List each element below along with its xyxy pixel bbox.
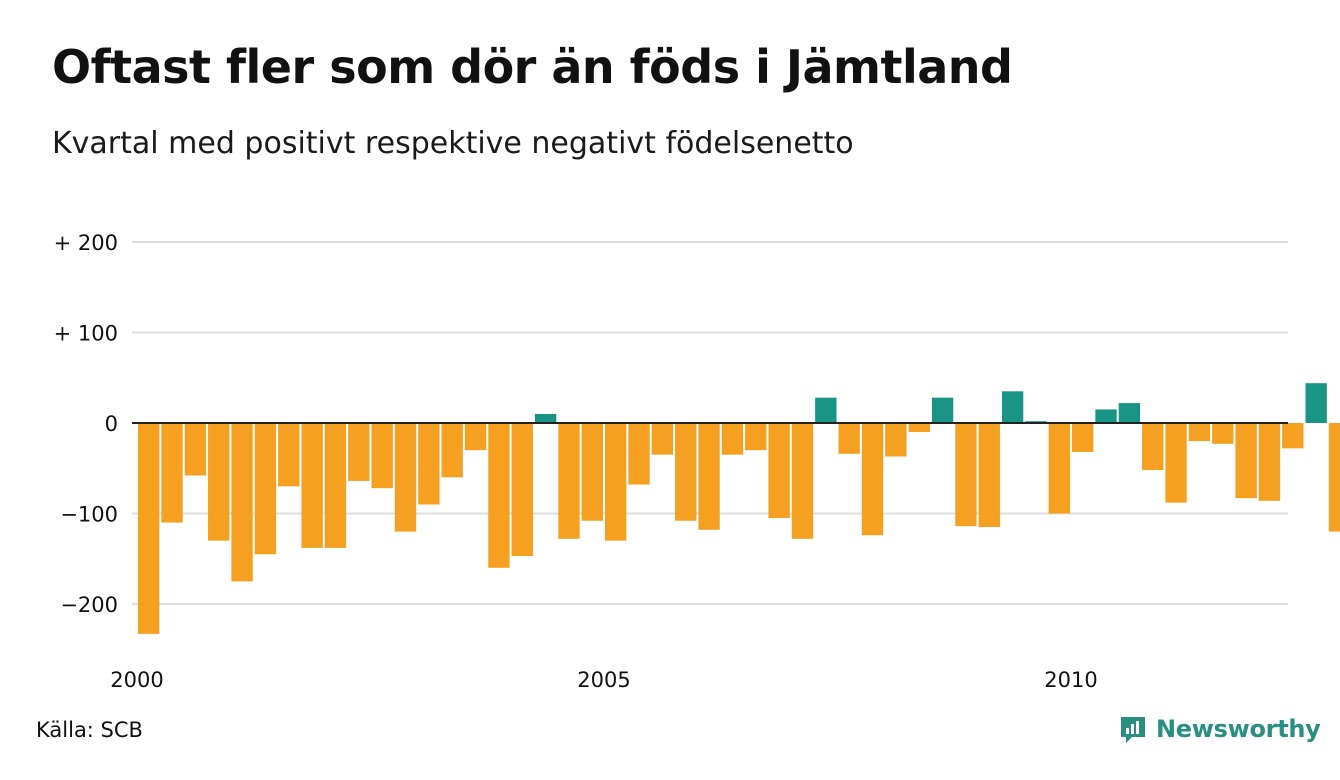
bar-negative: [698, 423, 720, 530]
bar-negative: [651, 423, 674, 455]
bar-negative: [955, 423, 977, 527]
bar-negative: [675, 423, 697, 521]
bar-negative: [558, 423, 580, 539]
chart-title: Oftast fler som dör än föds i Jämtland: [52, 40, 1013, 94]
bar-negative: [254, 423, 277, 555]
chart-subtitle: Kvartal med positivt respektive negativt…: [52, 126, 854, 161]
y-tick-label: + 100: [54, 322, 118, 346]
bar-negative: [488, 423, 510, 568]
bar-negative: [978, 423, 1000, 528]
bar-negative: [1048, 423, 1070, 514]
bar-negative: [371, 423, 393, 489]
bar-negative: [885, 423, 907, 457]
bar-negative: [511, 423, 533, 557]
brand-name: Newsworthy: [1156, 715, 1321, 743]
newsworthy-logo-icon: [1121, 717, 1145, 743]
x-tick-label: 2000: [110, 668, 163, 692]
bar-negative: [324, 423, 347, 548]
bar-negative: [768, 423, 790, 519]
bar-negative: [1072, 423, 1094, 452]
bar-negative: [301, 423, 323, 548]
bar-negative: [441, 423, 463, 478]
source-note: Källa: SCB: [36, 718, 143, 742]
bar-negative: [278, 423, 300, 487]
bar-negative: [721, 423, 744, 455]
bar-negative: [231, 423, 253, 582]
bar-positive: [931, 397, 954, 423]
bar-negative: [184, 423, 207, 476]
bar-negative: [605, 423, 627, 541]
bar-positive: [1001, 391, 1024, 423]
bar-negative: [581, 423, 603, 521]
y-tick-label: −200: [60, 593, 118, 617]
bar-negative: [838, 423, 860, 454]
bar-positive: [1305, 383, 1327, 423]
bar-negative: [1258, 423, 1281, 501]
brand-logo: Newsworthy: [1118, 714, 1321, 744]
bar-positive: [815, 397, 837, 423]
bar-negative: [464, 423, 487, 451]
bar-negative: [1212, 423, 1234, 444]
bar-positive: [1095, 409, 1117, 424]
bar-negative: [1165, 423, 1187, 503]
y-tick-label: 0: [105, 412, 118, 436]
bar-negative: [908, 423, 930, 433]
bar-positive: [1118, 403, 1141, 423]
bar-negative: [394, 423, 417, 532]
x-tick-label: 2010: [1044, 668, 1097, 692]
bar-negative: [1328, 423, 1340, 532]
bar-negative: [1188, 423, 1211, 442]
bar-negative: [1235, 423, 1257, 499]
y-tick-label: −100: [60, 503, 118, 527]
y-tick-label: + 200: [54, 231, 118, 255]
bar-negative: [1282, 423, 1304, 449]
x-tick-label: 2005: [577, 668, 630, 692]
bar-negative: [791, 423, 814, 539]
bar-negative: [418, 423, 440, 505]
bar-negative: [161, 423, 183, 523]
bar-negative: [745, 423, 767, 451]
bar-negative: [208, 423, 230, 541]
bar-negative: [138, 423, 160, 634]
bar-negative: [628, 423, 650, 485]
bar-negative: [1142, 423, 1164, 471]
bar-negative: [348, 423, 370, 481]
bar-positive: [534, 413, 557, 423]
bar-negative: [861, 423, 884, 536]
